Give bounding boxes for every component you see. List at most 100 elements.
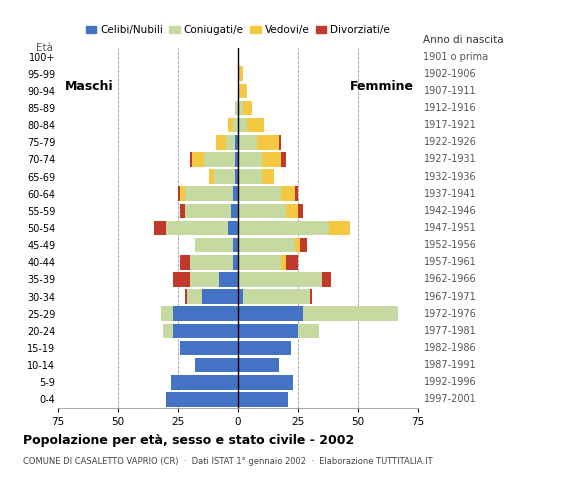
Bar: [185, 289, 187, 304]
Bar: [173, 324, 238, 338]
Bar: [233, 238, 238, 252]
Bar: [187, 289, 202, 304]
Bar: [286, 255, 298, 270]
Bar: [238, 186, 281, 201]
Bar: [281, 255, 286, 270]
Bar: [310, 289, 312, 304]
Bar: [219, 272, 238, 287]
Text: 1917-1921: 1917-1921: [423, 120, 476, 130]
Bar: [154, 221, 166, 235]
Text: 1947-1951: 1947-1951: [423, 223, 476, 233]
Text: 1977-1981: 1977-1981: [423, 326, 476, 336]
Bar: [238, 204, 286, 218]
Bar: [240, 84, 248, 98]
Text: Anno di nascita: Anno di nascita: [423, 35, 504, 45]
Bar: [195, 238, 233, 252]
Bar: [173, 272, 190, 287]
Text: 1942-1946: 1942-1946: [423, 206, 476, 216]
Bar: [233, 186, 238, 201]
Text: Femmine: Femmine: [350, 80, 414, 93]
Bar: [166, 392, 238, 407]
Bar: [238, 66, 242, 81]
Bar: [180, 341, 238, 355]
Bar: [190, 255, 233, 270]
Text: 1987-1991: 1987-1991: [423, 360, 476, 370]
Bar: [228, 221, 238, 235]
Bar: [248, 118, 264, 132]
Bar: [185, 186, 233, 201]
Bar: [202, 289, 238, 304]
Text: 1972-1976: 1972-1976: [423, 309, 476, 319]
Bar: [190, 272, 219, 287]
Text: 1997-2001: 1997-2001: [423, 395, 476, 405]
Text: Età: Età: [36, 43, 53, 53]
Bar: [242, 101, 252, 115]
Text: 1967-1971: 1967-1971: [423, 291, 476, 301]
Bar: [233, 118, 238, 132]
Bar: [238, 255, 281, 270]
Bar: [233, 255, 238, 270]
Text: 1962-1966: 1962-1966: [423, 275, 476, 285]
Bar: [238, 169, 262, 184]
Text: 1937-1941: 1937-1941: [423, 189, 476, 199]
Text: 1952-1956: 1952-1956: [423, 240, 476, 250]
Bar: [300, 238, 307, 252]
Bar: [178, 186, 180, 201]
Text: Popolazione per età, sesso e stato civile - 2002: Popolazione per età, sesso e stato civil…: [23, 434, 354, 447]
Bar: [238, 152, 262, 167]
Text: 1982-1986: 1982-1986: [423, 343, 476, 353]
Bar: [209, 169, 214, 184]
Bar: [195, 358, 238, 372]
Bar: [238, 306, 303, 321]
Bar: [286, 204, 298, 218]
Bar: [173, 306, 238, 321]
Bar: [238, 101, 242, 115]
Bar: [166, 221, 228, 235]
Bar: [235, 152, 238, 167]
Bar: [180, 186, 185, 201]
Bar: [238, 324, 298, 338]
Bar: [238, 238, 295, 252]
Bar: [235, 169, 238, 184]
Bar: [295, 238, 300, 252]
Bar: [228, 118, 233, 132]
Bar: [171, 375, 238, 390]
Bar: [164, 324, 173, 338]
Text: COMUNE DI CASALETTO VAPRIO (CR)  ·  Dati ISTAT 1° gennaio 2002  ·  Elaborazione : COMUNE DI CASALETTO VAPRIO (CR) · Dati I…: [23, 457, 433, 466]
Bar: [238, 135, 257, 150]
Text: 1902-1906: 1902-1906: [423, 69, 476, 79]
Bar: [238, 84, 240, 98]
Text: 1932-1936: 1932-1936: [423, 171, 476, 181]
Bar: [281, 186, 295, 201]
Bar: [180, 204, 185, 218]
Bar: [238, 221, 329, 235]
Bar: [242, 289, 310, 304]
Bar: [238, 118, 248, 132]
Bar: [214, 169, 235, 184]
Bar: [238, 289, 242, 304]
Bar: [298, 324, 320, 338]
Text: 1907-1911: 1907-1911: [423, 86, 476, 96]
Bar: [238, 358, 278, 372]
Bar: [303, 306, 398, 321]
Bar: [257, 135, 278, 150]
Bar: [161, 306, 173, 321]
Bar: [226, 135, 235, 150]
Bar: [262, 169, 274, 184]
Bar: [322, 272, 331, 287]
Bar: [235, 101, 238, 115]
Bar: [180, 255, 190, 270]
Bar: [192, 152, 204, 167]
Text: 1912-1916: 1912-1916: [423, 103, 476, 113]
Text: 1957-1961: 1957-1961: [423, 257, 476, 267]
Bar: [281, 152, 286, 167]
Bar: [235, 135, 238, 150]
Text: 1901 o prima: 1901 o prima: [423, 51, 488, 61]
Text: Maschi: Maschi: [65, 80, 114, 93]
Bar: [262, 152, 281, 167]
Bar: [238, 341, 291, 355]
Bar: [204, 152, 235, 167]
Bar: [216, 135, 226, 150]
Bar: [238, 392, 288, 407]
Bar: [190, 152, 192, 167]
